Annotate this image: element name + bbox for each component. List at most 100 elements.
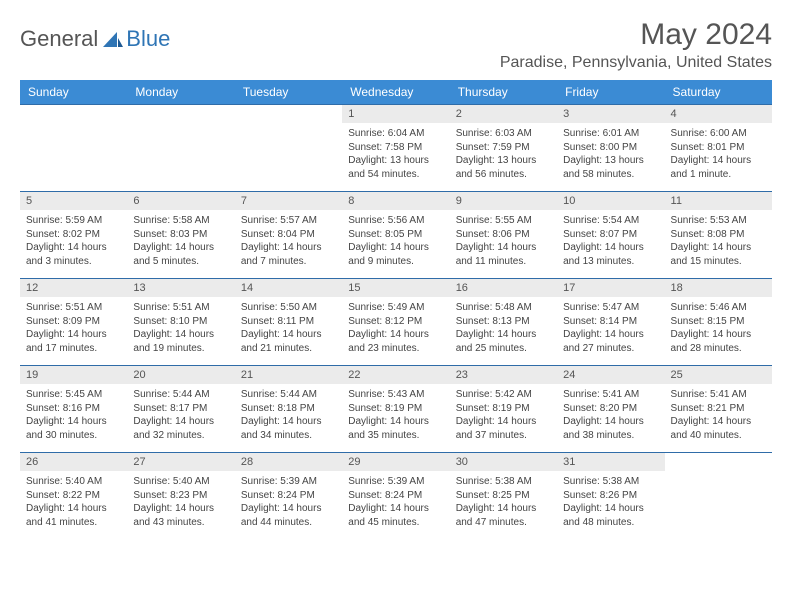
sunset-text: Sunset: 8:05 PM bbox=[348, 228, 443, 242]
day-number: 27 bbox=[127, 453, 234, 472]
day-number: 19 bbox=[20, 366, 127, 385]
day-cell: 1Sunrise: 6:04 AMSunset: 7:58 PMDaylight… bbox=[342, 105, 449, 191]
weekday-header: Friday bbox=[557, 80, 664, 104]
sunset-text: Sunset: 8:19 PM bbox=[456, 402, 551, 416]
day-details: Sunrise: 5:42 AMSunset: 8:19 PMDaylight:… bbox=[450, 385, 557, 446]
daylight-text: Daylight: 14 hours and 5 minutes. bbox=[133, 241, 228, 268]
day-cell bbox=[127, 105, 234, 191]
sunrise-text: Sunrise: 5:40 AM bbox=[133, 475, 228, 489]
day-details: Sunrise: 5:57 AMSunset: 8:04 PMDaylight:… bbox=[235, 211, 342, 272]
day-cell: 13Sunrise: 5:51 AMSunset: 8:10 PMDayligh… bbox=[127, 279, 234, 365]
day-cell: 30Sunrise: 5:38 AMSunset: 8:25 PMDayligh… bbox=[450, 453, 557, 539]
sunset-text: Sunset: 8:20 PM bbox=[563, 402, 658, 416]
day-number: 8 bbox=[342, 192, 449, 211]
day-cell: 22Sunrise: 5:43 AMSunset: 8:19 PMDayligh… bbox=[342, 366, 449, 452]
day-cell: 5Sunrise: 5:59 AMSunset: 8:02 PMDaylight… bbox=[20, 192, 127, 278]
day-cell: 18Sunrise: 5:46 AMSunset: 8:15 PMDayligh… bbox=[665, 279, 772, 365]
day-number: 14 bbox=[235, 279, 342, 298]
sunset-text: Sunset: 8:09 PM bbox=[26, 315, 121, 329]
daylight-text: Daylight: 14 hours and 3 minutes. bbox=[26, 241, 121, 268]
day-details: Sunrise: 5:49 AMSunset: 8:12 PMDaylight:… bbox=[342, 298, 449, 359]
sunset-text: Sunset: 8:00 PM bbox=[563, 141, 658, 155]
daylight-text: Daylight: 14 hours and 37 minutes. bbox=[456, 415, 551, 442]
day-details: Sunrise: 5:58 AMSunset: 8:03 PMDaylight:… bbox=[127, 211, 234, 272]
sunset-text: Sunset: 8:24 PM bbox=[348, 489, 443, 503]
day-cell: 17Sunrise: 5:47 AMSunset: 8:14 PMDayligh… bbox=[557, 279, 664, 365]
day-details: Sunrise: 5:45 AMSunset: 8:16 PMDaylight:… bbox=[20, 385, 127, 446]
sunrise-text: Sunrise: 5:48 AM bbox=[456, 301, 551, 315]
day-cell bbox=[235, 105, 342, 191]
day-number: 25 bbox=[665, 366, 772, 385]
day-details: Sunrise: 5:48 AMSunset: 8:13 PMDaylight:… bbox=[450, 298, 557, 359]
day-number: 10 bbox=[557, 192, 664, 211]
daylight-text: Daylight: 14 hours and 38 minutes. bbox=[563, 415, 658, 442]
day-cell: 2Sunrise: 6:03 AMSunset: 7:59 PMDaylight… bbox=[450, 105, 557, 191]
day-details: Sunrise: 5:53 AMSunset: 8:08 PMDaylight:… bbox=[665, 211, 772, 272]
daylight-text: Daylight: 14 hours and 32 minutes. bbox=[133, 415, 228, 442]
daylight-text: Daylight: 14 hours and 17 minutes. bbox=[26, 328, 121, 355]
daylight-text: Daylight: 14 hours and 9 minutes. bbox=[348, 241, 443, 268]
sunset-text: Sunset: 8:04 PM bbox=[241, 228, 336, 242]
day-details: Sunrise: 6:00 AMSunset: 8:01 PMDaylight:… bbox=[665, 124, 772, 185]
weekday-header: Monday bbox=[127, 80, 234, 104]
day-details: Sunrise: 5:46 AMSunset: 8:15 PMDaylight:… bbox=[665, 298, 772, 359]
weeks-container: 1Sunrise: 6:04 AMSunset: 7:58 PMDaylight… bbox=[20, 104, 772, 539]
day-number: 17 bbox=[557, 279, 664, 298]
day-cell bbox=[20, 105, 127, 191]
daylight-text: Daylight: 14 hours and 41 minutes. bbox=[26, 502, 121, 529]
sunrise-text: Sunrise: 5:39 AM bbox=[348, 475, 443, 489]
day-cell: 25Sunrise: 5:41 AMSunset: 8:21 PMDayligh… bbox=[665, 366, 772, 452]
day-details: Sunrise: 6:03 AMSunset: 7:59 PMDaylight:… bbox=[450, 124, 557, 185]
sunrise-text: Sunrise: 5:46 AM bbox=[671, 301, 766, 315]
sunset-text: Sunset: 8:07 PM bbox=[563, 228, 658, 242]
sunset-text: Sunset: 7:58 PM bbox=[348, 141, 443, 155]
day-cell: 24Sunrise: 5:41 AMSunset: 8:20 PMDayligh… bbox=[557, 366, 664, 452]
daylight-text: Daylight: 13 hours and 58 minutes. bbox=[563, 154, 658, 181]
title-block: May 2024 Paradise, Pennsylvania, United … bbox=[500, 18, 772, 72]
daylight-text: Daylight: 14 hours and 11 minutes. bbox=[456, 241, 551, 268]
sunset-text: Sunset: 8:25 PM bbox=[456, 489, 551, 503]
sunset-text: Sunset: 8:06 PM bbox=[456, 228, 551, 242]
sunrise-text: Sunrise: 5:47 AM bbox=[563, 301, 658, 315]
day-cell: 12Sunrise: 5:51 AMSunset: 8:09 PMDayligh… bbox=[20, 279, 127, 365]
day-details: Sunrise: 5:40 AMSunset: 8:22 PMDaylight:… bbox=[20, 472, 127, 533]
day-number: 11 bbox=[665, 192, 772, 211]
day-cell bbox=[665, 453, 772, 539]
day-cell: 4Sunrise: 6:00 AMSunset: 8:01 PMDaylight… bbox=[665, 105, 772, 191]
logo-part2: Blue bbox=[126, 26, 170, 52]
day-number: 24 bbox=[557, 366, 664, 385]
sunset-text: Sunset: 8:13 PM bbox=[456, 315, 551, 329]
daylight-text: Daylight: 14 hours and 27 minutes. bbox=[563, 328, 658, 355]
day-details: Sunrise: 5:39 AMSunset: 8:24 PMDaylight:… bbox=[235, 472, 342, 533]
sunrise-text: Sunrise: 5:51 AM bbox=[133, 301, 228, 315]
day-cell: 7Sunrise: 5:57 AMSunset: 8:04 PMDaylight… bbox=[235, 192, 342, 278]
day-cell: 16Sunrise: 5:48 AMSunset: 8:13 PMDayligh… bbox=[450, 279, 557, 365]
sunrise-text: Sunrise: 5:44 AM bbox=[241, 388, 336, 402]
sunrise-text: Sunrise: 6:01 AM bbox=[563, 127, 658, 141]
week-row: 1Sunrise: 6:04 AMSunset: 7:58 PMDaylight… bbox=[20, 104, 772, 191]
daylight-text: Daylight: 14 hours and 44 minutes. bbox=[241, 502, 336, 529]
sunset-text: Sunset: 8:10 PM bbox=[133, 315, 228, 329]
day-number: 31 bbox=[557, 453, 664, 472]
day-number: 28 bbox=[235, 453, 342, 472]
day-details: Sunrise: 6:01 AMSunset: 8:00 PMDaylight:… bbox=[557, 124, 664, 185]
logo: General Blue bbox=[20, 18, 170, 52]
day-cell: 8Sunrise: 5:56 AMSunset: 8:05 PMDaylight… bbox=[342, 192, 449, 278]
daylight-text: Daylight: 14 hours and 45 minutes. bbox=[348, 502, 443, 529]
sunset-text: Sunset: 8:22 PM bbox=[26, 489, 121, 503]
sunset-text: Sunset: 8:24 PM bbox=[241, 489, 336, 503]
day-number: 20 bbox=[127, 366, 234, 385]
sunrise-text: Sunrise: 6:04 AM bbox=[348, 127, 443, 141]
weekday-header-row: SundayMondayTuesdayWednesdayThursdayFrid… bbox=[20, 80, 772, 104]
calendar-page: General Blue May 2024 Paradise, Pennsylv… bbox=[0, 0, 792, 549]
daylight-text: Daylight: 14 hours and 47 minutes. bbox=[456, 502, 551, 529]
sunrise-text: Sunrise: 5:44 AM bbox=[133, 388, 228, 402]
daylight-text: Daylight: 14 hours and 21 minutes. bbox=[241, 328, 336, 355]
logo-part1: General bbox=[20, 26, 98, 52]
day-details: Sunrise: 5:38 AMSunset: 8:25 PMDaylight:… bbox=[450, 472, 557, 533]
day-number: 22 bbox=[342, 366, 449, 385]
sunrise-text: Sunrise: 6:00 AM bbox=[671, 127, 766, 141]
day-cell: 27Sunrise: 5:40 AMSunset: 8:23 PMDayligh… bbox=[127, 453, 234, 539]
day-number: 30 bbox=[450, 453, 557, 472]
day-cell: 23Sunrise: 5:42 AMSunset: 8:19 PMDayligh… bbox=[450, 366, 557, 452]
